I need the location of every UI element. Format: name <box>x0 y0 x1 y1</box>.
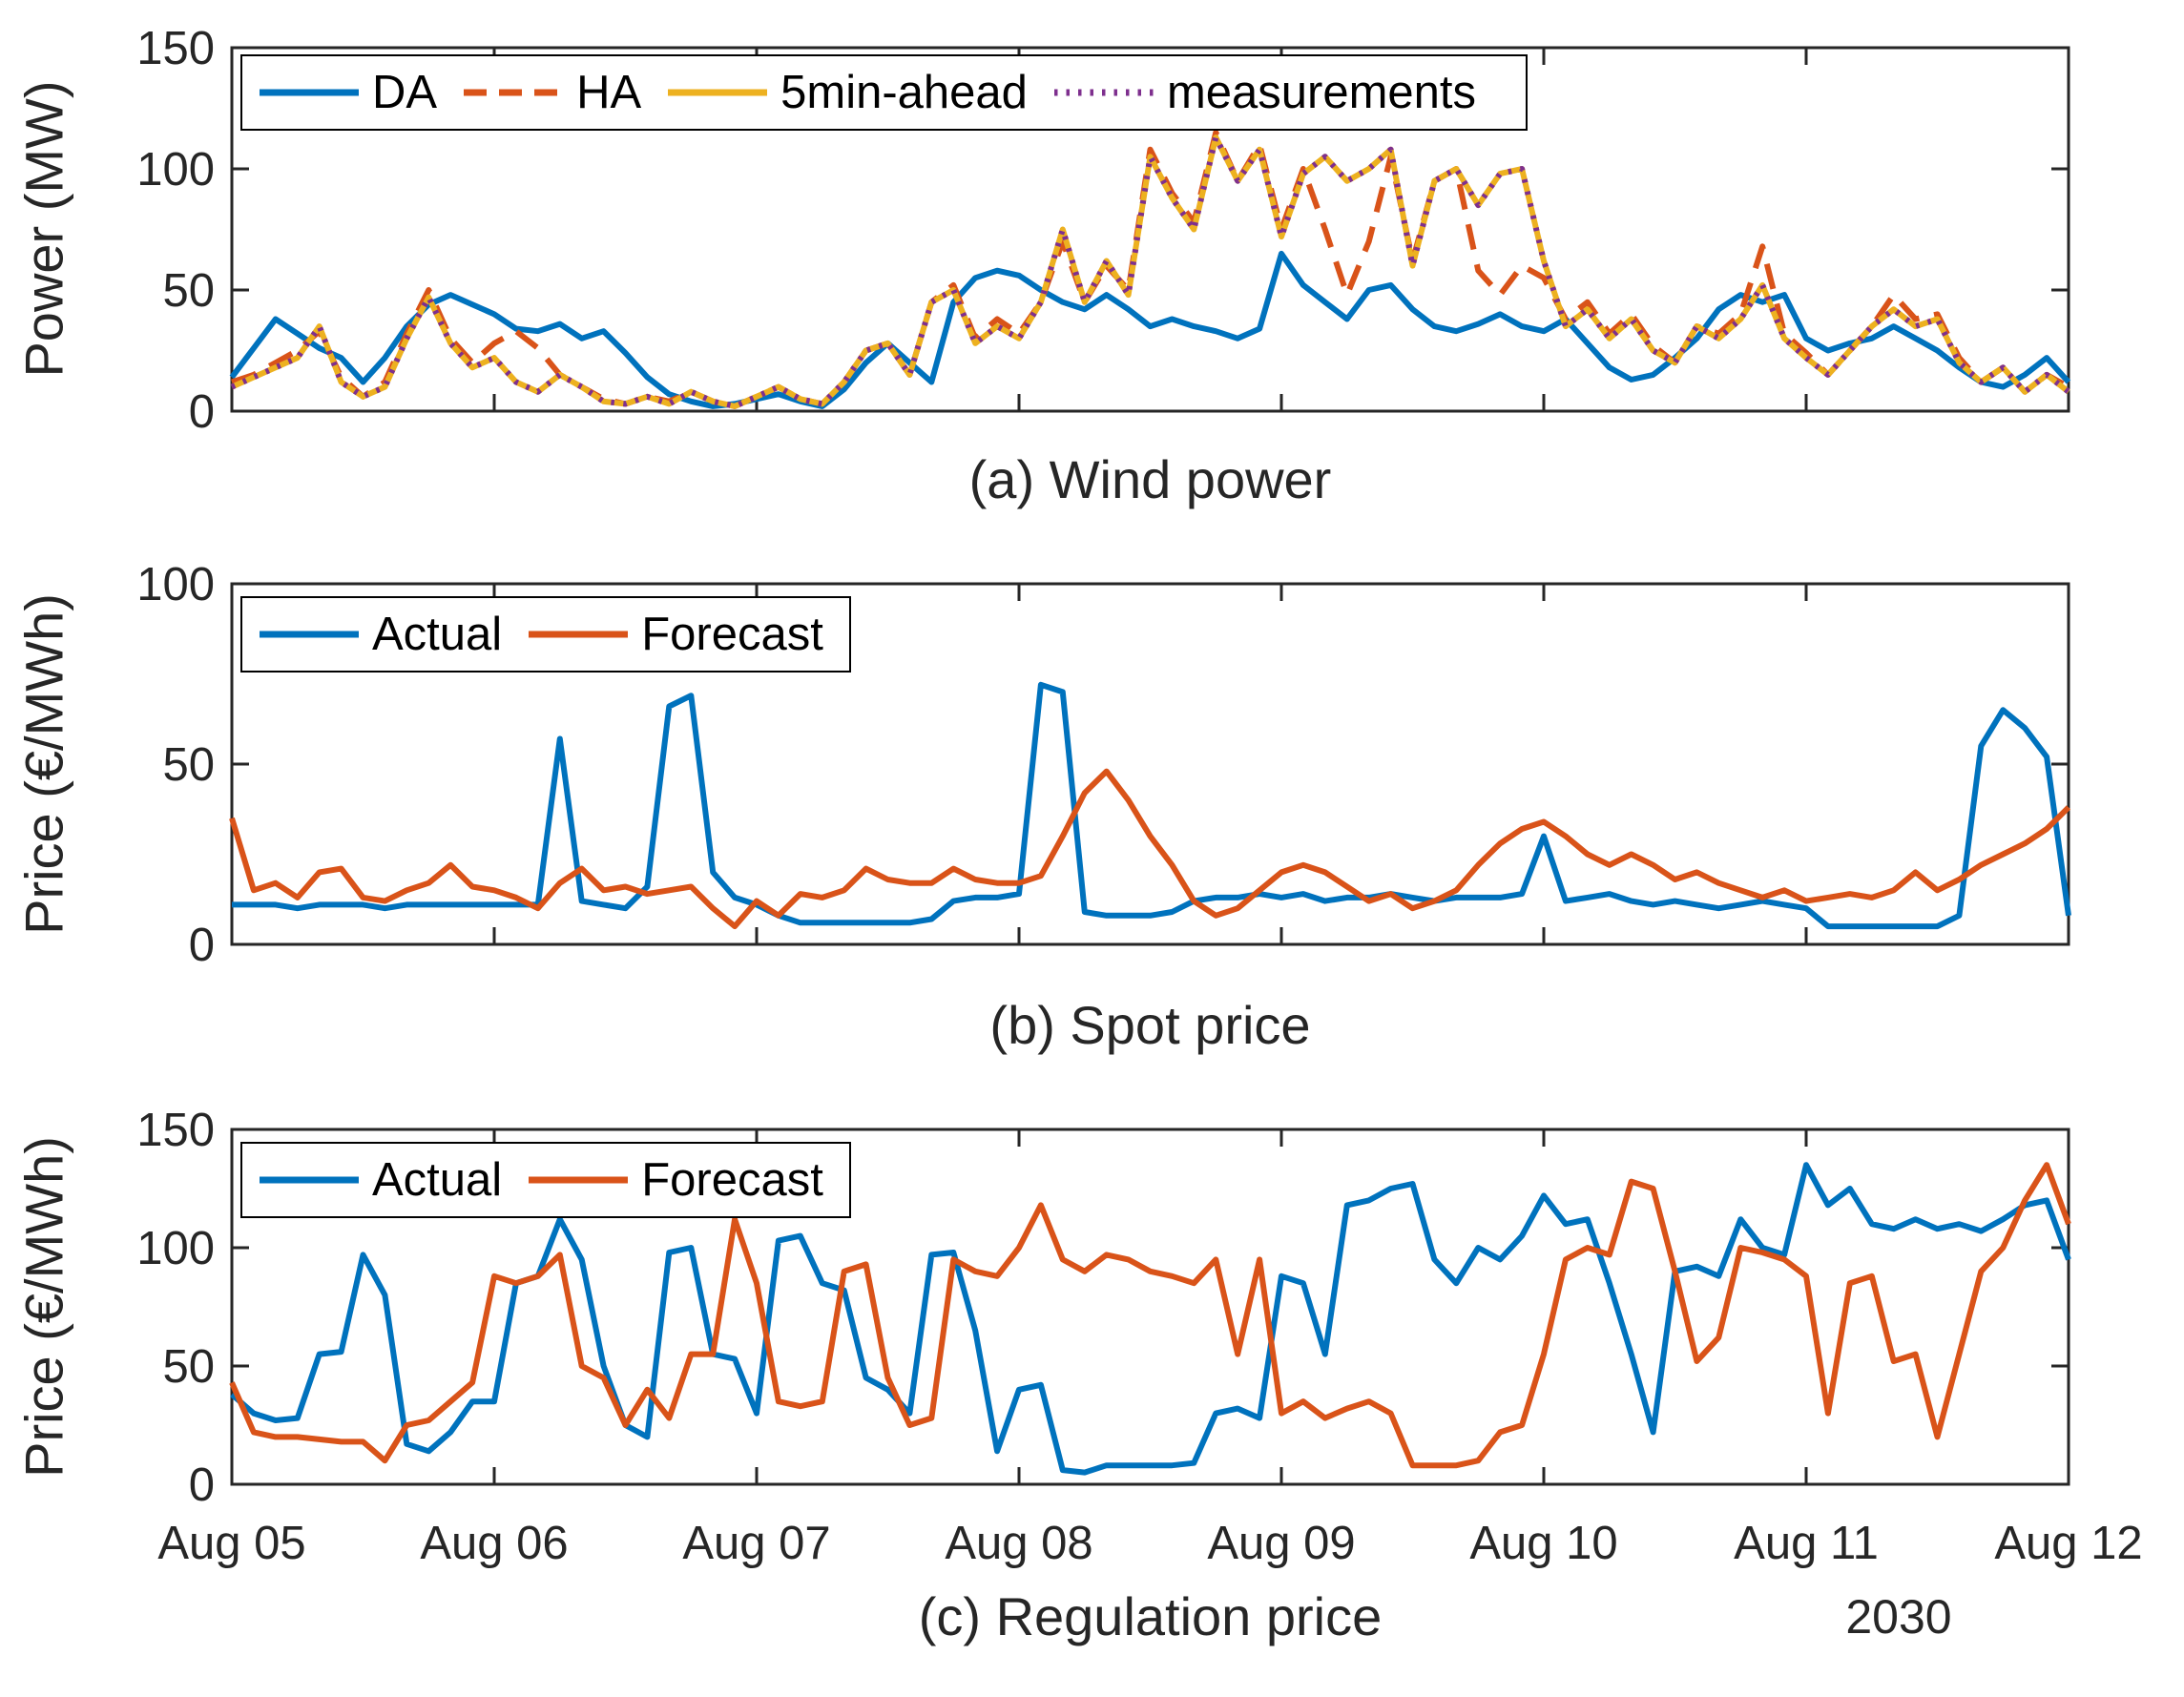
legend-line-sample-icon <box>260 89 359 96</box>
legend-label: Actual <box>372 609 503 660</box>
b-plot-area: 0 50 100 <box>136 559 2071 971</box>
x-tick-label: Aug 12 <box>1994 1518 2142 1569</box>
y-tick-label: 100 <box>136 144 215 196</box>
y-tick-label: 0 <box>189 1459 215 1511</box>
legend-line-sample-icon <box>668 89 768 96</box>
y-tick-label: 50 <box>162 739 215 791</box>
c-plot-area: 0 50 100 150 Aug 05 Aug 06 Aug 07 Aug 08 Aug 09 A… <box>136 1105 2142 1569</box>
x-tick-label: Aug 06 <box>420 1518 568 1569</box>
legend-entry-forecast: Forecast <box>527 608 823 661</box>
y-tick-label: 150 <box>136 1105 215 1156</box>
series-line-forecast <box>229 1162 2071 1469</box>
x-tick-label: Aug 08 <box>945 1518 1092 1569</box>
x-tick-label: Aug 05 <box>157 1518 305 1569</box>
legend-b: Actual Forecast <box>240 596 851 673</box>
x-tick-label: Aug 11 <box>1734 1518 1879 1569</box>
x-tick-label: Aug 07 <box>682 1518 830 1569</box>
legend-entry-actual: Actual <box>258 1153 502 1207</box>
series-line-5min-ahead <box>230 135 2070 409</box>
y-tick-label: 100 <box>136 559 215 611</box>
legend-line-sample-icon <box>529 1176 629 1184</box>
y-tick-label: 50 <box>162 265 215 317</box>
x-tick-label: Aug 09 <box>1207 1518 1355 1569</box>
legend-label: measurements <box>1166 67 1477 118</box>
legend-line-sample-icon <box>260 1176 359 1184</box>
series-line-da <box>229 250 2071 409</box>
y-tick-label: 50 <box>162 1341 215 1393</box>
a-plot-area: 0 50 100 150 <box>136 23 2071 438</box>
caption-c: (c) Regulation price <box>918 1586 1383 1646</box>
legend-entry-forecast: Forecast <box>527 1153 823 1207</box>
c-ylabel: Price (€/MWh) <box>13 1136 74 1478</box>
caption-b: (b) Spot price <box>989 995 1311 1055</box>
legend-entry-5min-ahead: 5min-ahead <box>666 66 1028 119</box>
legend-label: HA <box>576 67 642 118</box>
series-line-ha <box>231 129 2070 409</box>
legend-label: DA <box>372 67 438 118</box>
legend-entry-da: DA <box>258 66 437 119</box>
legend-line-sample-icon <box>464 89 564 96</box>
y-tick-label: 100 <box>136 1223 215 1274</box>
legend-entry-actual: Actual <box>258 608 502 661</box>
legend-entry-measurements: measurements <box>1052 66 1476 119</box>
legend-c: Actual Forecast <box>240 1142 851 1218</box>
legend-line-sample-icon <box>260 631 359 638</box>
series-line-actual <box>232 681 2071 930</box>
legend-label: 5min-ahead <box>780 67 1028 118</box>
year-label: 2030 <box>1845 1590 1952 1644</box>
y-tick-label: 0 <box>189 920 215 971</box>
a-ylabel: Power (MW) <box>13 80 74 378</box>
series-line-forecast <box>229 768 2071 930</box>
legend-entry-ha: HA <box>462 66 641 119</box>
b-ylabel: Price (€/MWh) <box>13 593 74 935</box>
legend-a: DA HA 5min-ahead measurements <box>240 54 1528 131</box>
legend-line-sample-icon <box>1053 89 1154 96</box>
legend-line-sample-icon <box>529 631 629 638</box>
legend-label: Forecast <box>641 609 823 660</box>
legend-label: Actual <box>372 1154 503 1206</box>
legend-label: Forecast <box>641 1154 823 1206</box>
series-line-measurements <box>230 135 2070 409</box>
y-tick-label: 150 <box>136 23 215 74</box>
caption-a: (a) Wind power <box>968 449 1332 509</box>
y-tick-label: 0 <box>189 386 215 438</box>
x-tick-label: Aug 10 <box>1469 1518 1617 1569</box>
